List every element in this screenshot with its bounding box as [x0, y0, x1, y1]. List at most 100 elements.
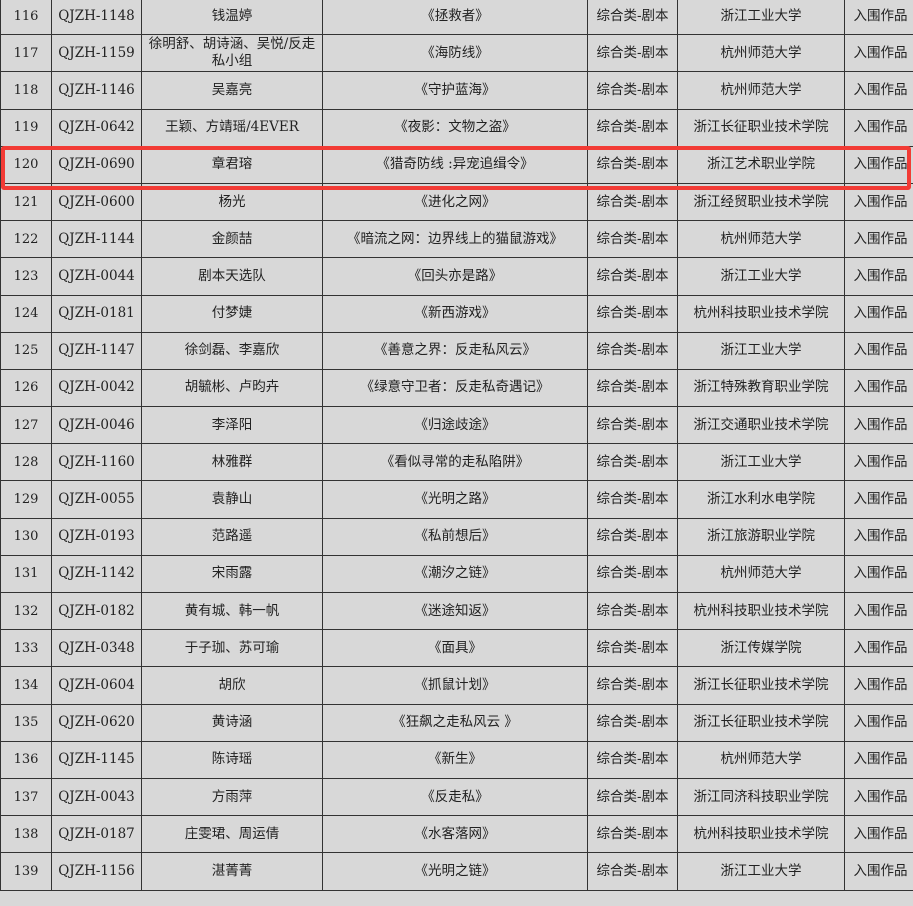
school-cell: 杭州师范大学: [677, 220, 845, 259]
school-cell: 浙江工业大学: [677, 257, 845, 296]
status-cell: 入围作品: [844, 852, 913, 891]
category-cell: 综合类-剧本: [587, 368, 678, 408]
entry-code-cell: QJZH-1160: [51, 443, 142, 482]
school-cell: 浙江经贸职业技术学院: [677, 182, 845, 222]
status-cell: 入围作品: [844, 554, 913, 594]
row-number-cell: 127: [0, 406, 52, 445]
entry-code-cell: QJZH-1147: [51, 331, 142, 370]
authors-cell: 李泽阳: [141, 406, 323, 445]
work-title-cell: 《善意之界：反走私风云》: [322, 331, 588, 370]
entry-code-cell: QJZH-0044: [51, 257, 142, 296]
entry-code-cell: QJZH-0690: [51, 145, 142, 184]
school-cell: 杭州师范大学: [677, 34, 845, 73]
category-cell: 综合类-剧本: [587, 777, 678, 817]
status-cell: 入围作品: [844, 294, 913, 333]
school-cell: 浙江艺术职业学院: [677, 145, 845, 184]
work-title-cell: 《抓鼠计划》: [322, 666, 588, 705]
entry-code-cell: QJZH-0348: [51, 629, 142, 668]
school-cell: 浙江工业大学: [677, 331, 845, 370]
category-cell: 综合类-剧本: [587, 294, 678, 333]
table-row: 137 QJZH-0043 方雨萍 《反走私》 综合类-剧本 浙江同济科技职业学院 入围作品: [0, 777, 913, 817]
authors-cell: 于子珈、苏可瑜: [141, 629, 323, 668]
table-row: 130 QJZH-0193 范路遥 《私前想后》 综合类-剧本 浙江旅游职业学院 入围作品: [0, 517, 913, 556]
work-title-cell: 《看似寻常的走私陷阱》: [322, 443, 588, 482]
authors-cell: 杨光: [141, 182, 323, 222]
status-cell: 入围作品: [844, 108, 913, 147]
category-cell: 综合类-剧本: [587, 815, 678, 854]
work-title-cell: 《猎奇防线 :异宠追缉令》: [322, 145, 588, 184]
entry-code-cell: QJZH-0043: [51, 777, 142, 817]
row-number-cell: 125: [0, 331, 52, 370]
authors-cell: 钱温婷: [141, 0, 323, 36]
status-cell: 入围作品: [844, 71, 913, 110]
table-row: 135 QJZH-0620 黄诗涵 《狂飙之走私风云 》综合类-剧本 浙江长征职业技术学…: [0, 703, 913, 742]
work-title-cell: 《光明之路》: [322, 480, 588, 519]
authors-cell: 方雨萍: [141, 777, 323, 817]
work-title-cell: 《海防线》: [322, 34, 588, 73]
row-number-cell: 132: [0, 591, 52, 631]
table-row: 121 QJZH-0600 杨光 《进化之网》 综合类-剧本 浙江经贸职业技术学院 入围作品: [0, 182, 913, 222]
status-cell: 入围作品: [844, 145, 913, 184]
row-number-cell: 138: [0, 815, 52, 854]
authors-cell: 湛菁菁: [141, 852, 323, 891]
table-row: 123 QJZH-0044 剧本天选队 《回头亦是路》 综合类-剧本 浙江工业大学 入围作品: [0, 257, 913, 296]
row-number-cell: 128: [0, 443, 52, 482]
authors-cell: 胡欣: [141, 666, 323, 705]
row-number-cell: 126: [0, 368, 52, 408]
entry-code-cell: QJZH-1156: [51, 852, 142, 891]
entry-code-cell: QJZH-0642: [51, 108, 142, 147]
row-number-cell: 135: [0, 703, 52, 742]
category-cell: 综合类-剧本: [587, 517, 678, 556]
school-cell: 杭州科技职业技术学院: [677, 815, 845, 854]
row-number-cell: 120: [0, 145, 52, 184]
authors-cell: 章君瑢: [141, 145, 323, 184]
school-cell: 浙江同济科技职业学院: [677, 777, 845, 817]
entry-code-cell: QJZH-0193: [51, 517, 142, 556]
school-cell: 浙江长征职业技术学院: [677, 703, 845, 742]
row-number-cell: 131: [0, 554, 52, 594]
entry-code-cell: QJZH-1159: [51, 34, 142, 73]
row-number-cell: 122: [0, 220, 52, 259]
school-cell: 浙江水利水电学院: [677, 480, 845, 519]
school-cell: 浙江特殊教育职业学院: [677, 368, 845, 408]
work-title-cell: 《暗流之网：边界线上的猫鼠游戏》: [322, 220, 588, 259]
work-title-cell: 《回头亦是路》: [322, 257, 588, 296]
row-number-cell: 123: [0, 257, 52, 296]
status-cell: 入围作品: [844, 368, 913, 408]
status-cell: 入围作品: [844, 480, 913, 519]
category-cell: 综合类-剧本: [587, 554, 678, 594]
authors-cell: 陈诗瑶: [141, 740, 323, 779]
authors-cell: 袁静山: [141, 480, 323, 519]
table-row: 129 QJZH-0055 袁静山 《光明之路》 综合类-剧本 浙江水利水电学院 入围作品: [0, 480, 913, 519]
school-cell: 杭州师范大学: [677, 740, 845, 779]
row-number-cell: 130: [0, 517, 52, 556]
authors-cell: 付梦婕: [141, 294, 323, 333]
row-number-cell: 117: [0, 34, 52, 73]
category-cell: 综合类-剧本: [587, 331, 678, 370]
authors-cell: 金颜喆: [141, 220, 323, 259]
table-row: 133 QJZH-0348 于子珈、苏可瑜 《面具》 综合类-剧本 浙江传媒学院 入围作品: [0, 629, 913, 668]
status-cell: 入围作品: [844, 815, 913, 854]
row-number-cell: 133: [0, 629, 52, 668]
work-title-cell: 《狂飙之走私风云 》: [322, 703, 588, 742]
status-cell: 入围作品: [844, 517, 913, 556]
work-title-cell: 《光明之链》: [322, 852, 588, 891]
category-cell: 综合类-剧本: [587, 34, 678, 73]
row-number-cell: 129: [0, 480, 52, 519]
row-number-cell: 139: [0, 852, 52, 891]
school-cell: 杭州师范大学: [677, 71, 845, 110]
category-cell: 综合类-剧本: [587, 0, 678, 36]
authors-cell: 剧本天选队: [141, 257, 323, 296]
category-cell: 综合类-剧本: [587, 443, 678, 482]
table-row: 117 QJZH-1159 徐明舒、胡诗涵、吴悦/反走私小组 《海防线》 综合类-剧本杭…: [0, 34, 913, 73]
status-cell: 入围作品: [844, 443, 913, 482]
school-cell: 浙江长征职业技术学院: [677, 108, 845, 147]
school-cell: 浙江交通职业技术学院: [677, 406, 845, 445]
category-cell: 综合类-剧本: [587, 145, 678, 184]
category-cell: 综合类-剧本: [587, 629, 678, 668]
authors-cell: 徐剑磊、李嘉欣: [141, 331, 323, 370]
authors-cell: 黄诗涵: [141, 703, 323, 742]
category-cell: 综合类-剧本: [587, 406, 678, 445]
entry-code-cell: QJZH-1144: [51, 220, 142, 259]
status-cell: 入围作品: [844, 666, 913, 705]
